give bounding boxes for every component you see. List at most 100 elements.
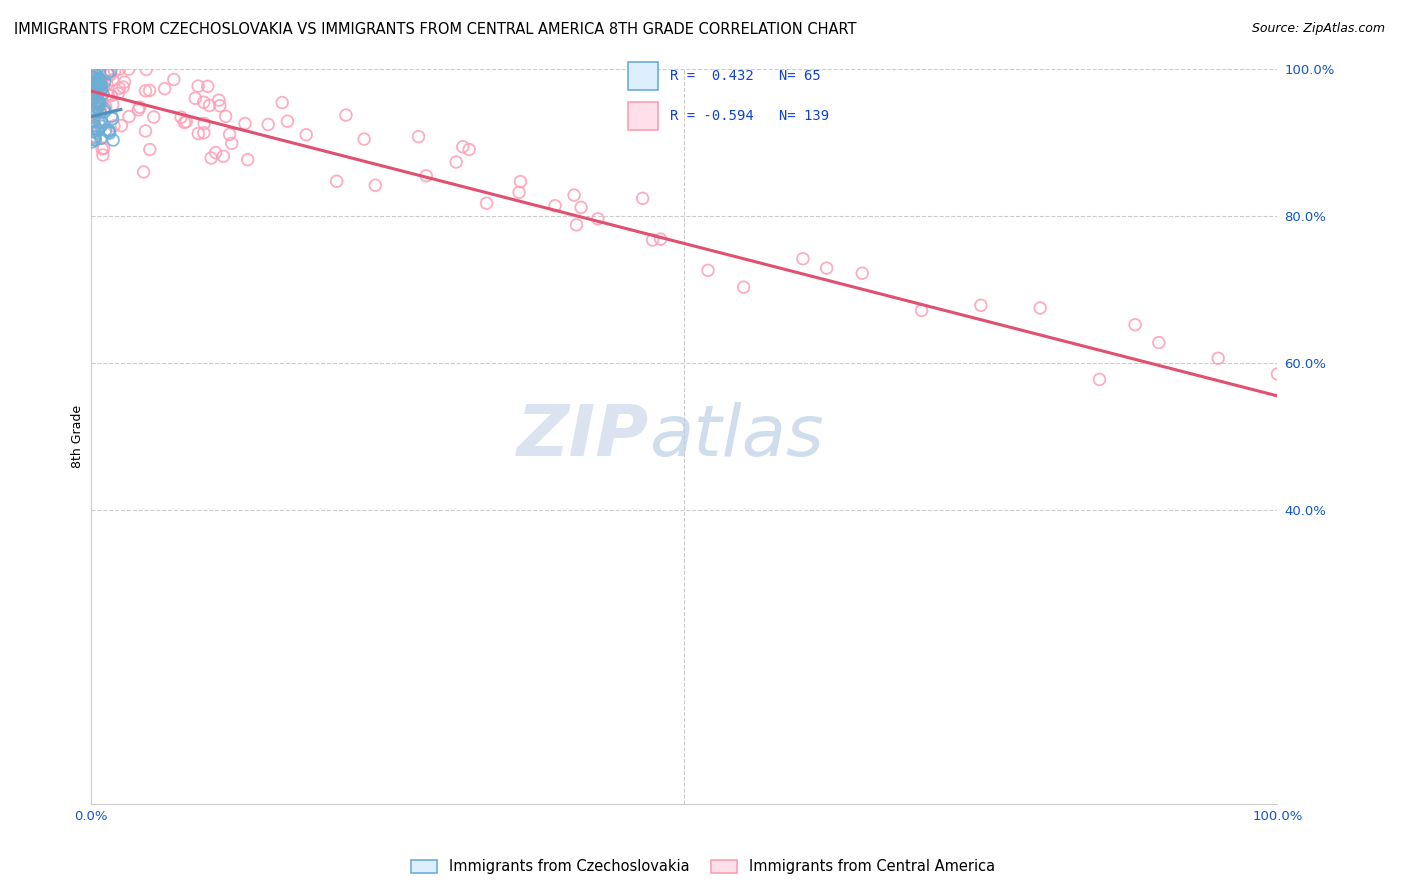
Point <box>83 79 105 94</box>
Point <box>80 62 103 76</box>
Point <box>132 165 155 179</box>
Point <box>104 64 127 78</box>
Point <box>565 218 588 232</box>
Point <box>89 95 111 110</box>
Point <box>83 91 105 105</box>
Point <box>87 98 110 112</box>
Point <box>90 77 112 91</box>
Point <box>82 78 104 92</box>
Point <box>87 123 110 137</box>
Point <box>697 263 720 277</box>
Point <box>641 233 664 247</box>
FancyBboxPatch shape <box>627 62 658 90</box>
Point <box>1123 318 1146 332</box>
Point <box>451 140 474 154</box>
Point <box>90 119 112 133</box>
Point <box>87 101 110 115</box>
Point <box>86 76 108 90</box>
Point <box>101 133 124 147</box>
Point <box>83 130 105 145</box>
Point <box>153 81 176 95</box>
Point <box>325 174 347 188</box>
Point <box>80 103 103 117</box>
Point <box>101 112 124 126</box>
Point <box>82 121 104 136</box>
Point <box>1267 367 1289 381</box>
Point <box>84 90 107 104</box>
Point <box>83 119 105 133</box>
Point <box>1029 301 1052 315</box>
Point <box>86 73 108 87</box>
Point <box>134 124 156 138</box>
Point <box>1206 351 1229 366</box>
Point <box>98 68 121 82</box>
Point <box>84 66 107 80</box>
Text: atlas: atlas <box>648 401 824 471</box>
Point <box>562 188 585 202</box>
Point <box>80 88 103 103</box>
Point <box>94 100 117 114</box>
Point <box>208 93 231 107</box>
Point <box>86 77 108 91</box>
Point <box>509 175 531 189</box>
Point <box>96 66 118 80</box>
Point <box>84 86 107 100</box>
Point <box>83 106 105 120</box>
Point <box>128 100 150 114</box>
Point <box>508 186 530 200</box>
Point <box>82 77 104 91</box>
Point <box>82 70 104 85</box>
Point <box>82 73 104 87</box>
Point <box>103 119 125 133</box>
Point <box>97 125 120 139</box>
Point <box>110 119 132 133</box>
Point <box>82 62 104 76</box>
Point <box>90 131 112 145</box>
Point <box>193 95 215 110</box>
Point <box>83 75 105 89</box>
Point <box>87 87 110 101</box>
Point <box>364 178 387 193</box>
Point <box>139 143 162 157</box>
Point <box>733 280 755 294</box>
Legend: Immigrants from Czechoslovakia, Immigrants from Central America: Immigrants from Czechoslovakia, Immigran… <box>405 854 1001 880</box>
Point <box>87 115 110 129</box>
Point <box>89 105 111 120</box>
Point <box>86 99 108 113</box>
Point <box>80 65 103 79</box>
Point <box>84 104 107 119</box>
Point <box>80 135 103 149</box>
Point <box>87 87 110 102</box>
Point <box>83 128 105 143</box>
Point <box>84 120 107 135</box>
Point <box>83 115 105 129</box>
Point <box>96 77 118 91</box>
Point <box>87 97 110 112</box>
Point <box>82 78 104 92</box>
Point <box>335 108 357 122</box>
Point <box>89 62 111 76</box>
Point <box>173 115 195 129</box>
Point <box>108 62 131 76</box>
Point <box>197 79 219 94</box>
Point <box>100 63 122 78</box>
Point <box>91 148 114 162</box>
Point <box>86 95 108 109</box>
Point <box>87 76 110 90</box>
Point <box>792 252 814 266</box>
Point <box>295 128 318 142</box>
Point <box>353 132 375 146</box>
Point <box>87 101 110 115</box>
Point <box>90 115 112 129</box>
Point <box>198 98 221 112</box>
Point <box>86 95 108 110</box>
Point <box>93 80 115 95</box>
Point <box>89 89 111 103</box>
Point <box>80 62 103 76</box>
Point <box>84 71 107 86</box>
Point <box>93 102 115 116</box>
Point <box>82 87 104 101</box>
Point <box>107 87 129 101</box>
Point <box>101 97 124 112</box>
Point <box>82 110 104 124</box>
